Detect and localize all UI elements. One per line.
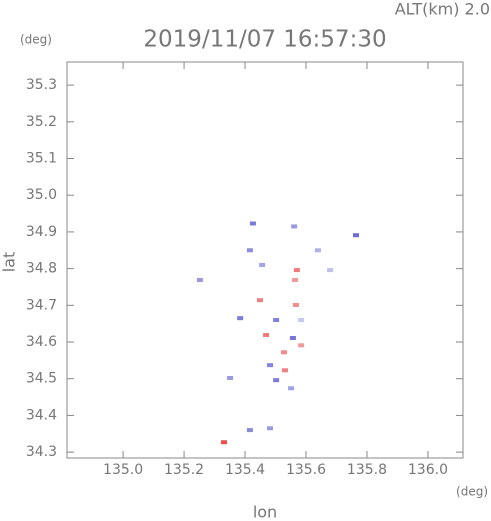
altitude: ALT(km) 2.0 <box>395 0 490 19</box>
echo-point <box>281 350 288 355</box>
y-axis-label: lat <box>0 252 19 273</box>
echo-point <box>298 343 305 348</box>
echo-point <box>327 268 334 273</box>
echo-point <box>237 316 244 321</box>
y-tick-label: 34.7 <box>26 297 57 313</box>
echo-point <box>267 426 274 431</box>
echo-point <box>246 428 253 433</box>
x-tick-label: 135.4 <box>225 462 265 478</box>
x-tick-label: 135.2 <box>164 462 204 478</box>
echo-point <box>220 440 227 445</box>
x-tick-label: 135.0 <box>103 462 143 478</box>
echo-point <box>267 363 274 368</box>
echo-point <box>281 368 288 373</box>
x-tick-label: 136.0 <box>408 462 448 478</box>
echo-point <box>256 298 263 303</box>
y-tick-label: 34.8 <box>26 261 57 277</box>
x-axis-label: lon <box>253 503 277 521</box>
y-tick-label: 34.5 <box>26 371 57 387</box>
y-tick-label: 34.6 <box>26 334 57 350</box>
y-unit: (deg) <box>20 33 52 47</box>
plot-frame <box>66 61 464 459</box>
x-tick-label: 135.6 <box>286 462 326 478</box>
echo-point <box>259 262 266 267</box>
echo-point <box>352 233 359 238</box>
echo-point <box>293 268 300 273</box>
echo-point <box>314 248 321 253</box>
y-tick-label: 34.9 <box>26 224 57 240</box>
chart-title: 2019/11/07 16:57:30 <box>143 27 386 53</box>
echo-point <box>298 318 305 323</box>
y-tick-label: 35.2 <box>26 114 57 130</box>
echo-point <box>288 386 295 391</box>
echo-point <box>196 278 203 283</box>
echo-point <box>249 221 256 226</box>
echo-point <box>273 318 280 323</box>
y-tick-label: 35.0 <box>26 187 57 203</box>
x-tick-label: 135.8 <box>347 462 387 478</box>
echo-point <box>263 333 270 338</box>
echo-point <box>246 248 253 253</box>
y-tick-label: 35.1 <box>26 151 57 167</box>
y-tick-label: 34.3 <box>26 444 57 460</box>
echo-point <box>227 375 234 380</box>
y-tick-label: 35.3 <box>26 77 57 93</box>
echo-point <box>292 278 299 283</box>
echo-point <box>289 335 296 340</box>
echo-point <box>291 224 298 229</box>
y-tick-label: 34.4 <box>26 407 57 423</box>
echo-point <box>292 302 299 307</box>
x-unit: (deg) <box>456 485 488 499</box>
echo-point <box>273 378 280 383</box>
